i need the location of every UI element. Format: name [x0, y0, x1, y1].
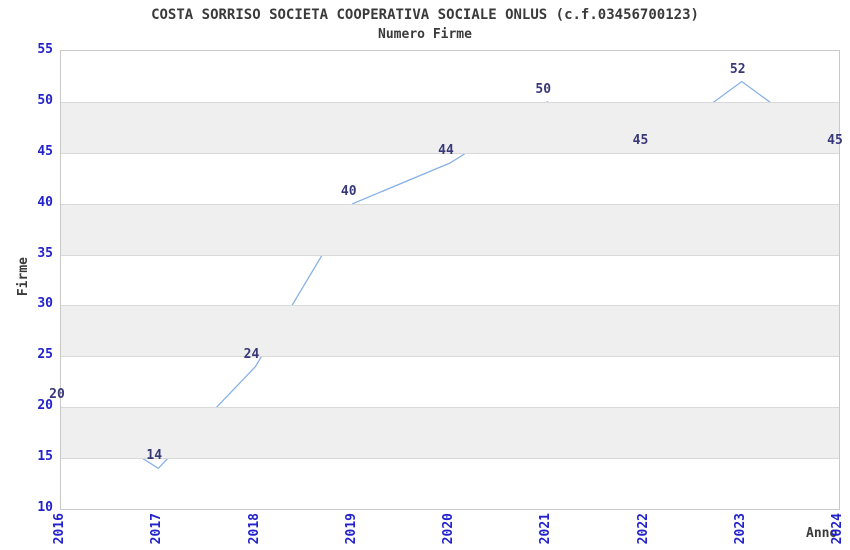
y-tick-label: 35: [37, 245, 53, 261]
x-tick-label: 2023: [732, 513, 748, 545]
chart-title: COSTA SORRISO SOCIETA COOPERATIVA SOCIAL…: [151, 7, 699, 23]
y-tick-label: 15: [37, 449, 53, 465]
gridline: [61, 203, 839, 205]
plot-band: [61, 305, 839, 357]
gridline: [61, 101, 839, 103]
gridline: [61, 254, 839, 256]
y-tick-label: 55: [37, 42, 53, 57]
y-tick-label: 25: [37, 347, 53, 363]
y-axis-label: Firme: [16, 257, 31, 297]
plot-band: [61, 101, 839, 153]
data-point-label: 50: [535, 81, 552, 97]
plot-area: [60, 50, 840, 510]
y-tick-label: 45: [37, 143, 53, 159]
plot-band: [61, 203, 839, 255]
y-tick-label: 30: [37, 296, 53, 312]
data-point-label: 20: [49, 387, 65, 403]
data-point-label: 44: [438, 142, 454, 158]
x-tick-label: 2020: [441, 513, 456, 545]
x-tick-label: 2016: [52, 513, 67, 545]
gridline: [61, 407, 839, 409]
plot-band: [61, 407, 839, 459]
data-point-label: 40: [340, 183, 357, 199]
x-tick-label: 2022: [635, 513, 651, 545]
data-point-label: 52: [729, 61, 746, 77]
y-tick-label: 10: [37, 500, 53, 515]
data-point-label: 14: [146, 448, 163, 464]
gridline: [61, 356, 839, 358]
data-point-label: 45: [827, 132, 843, 148]
gridline: [61, 305, 839, 307]
data-point-label: 24: [243, 346, 260, 362]
y-tick-label: 40: [37, 194, 53, 210]
y-tick-label: 20: [37, 398, 53, 414]
x-tick-label: 2024: [830, 513, 845, 545]
x-axis-label: Anno: [806, 526, 838, 541]
y-tick-label: 50: [37, 92, 53, 108]
x-tick-label: 2018: [246, 513, 262, 545]
x-tick-label: 2021: [538, 513, 554, 545]
x-tick-label: 2017: [149, 513, 165, 545]
data-point-label: 45: [632, 132, 649, 148]
gridline: [61, 152, 839, 154]
gridline: [61, 458, 839, 460]
chart-subtitle: Numero Firme: [378, 27, 472, 42]
x-tick-label: 2019: [343, 513, 359, 545]
